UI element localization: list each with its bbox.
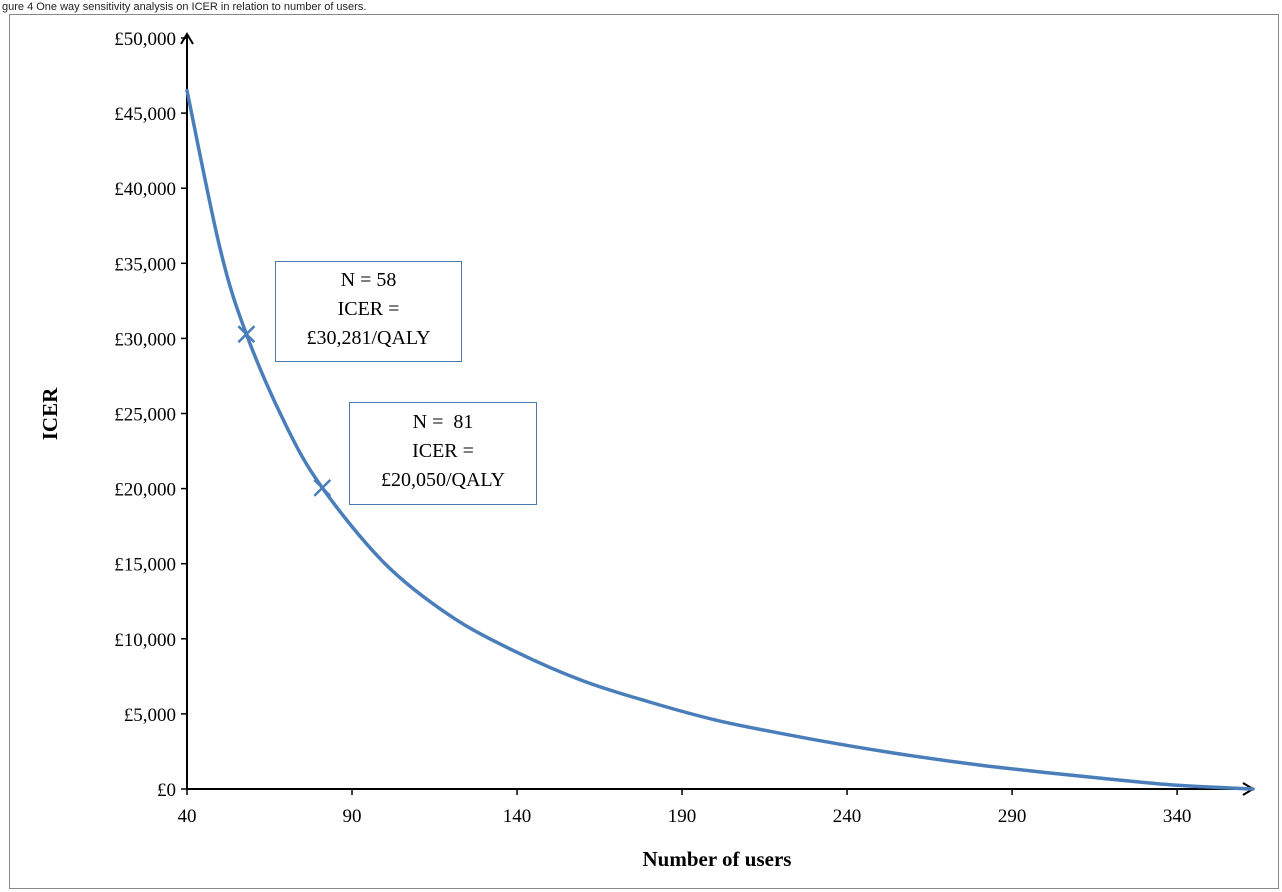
annotation-line: £30,281/QALY — [306, 327, 431, 349]
y-tick-label: £30,000 — [114, 329, 176, 350]
x-axis-ticks: 40 90 140 190 240 290 340 — [178, 789, 1192, 827]
markers-group — [237, 325, 332, 497]
annotation-box-n58: N = 58 ICER = £30,281/QALY — [275, 261, 462, 362]
marker-stroke — [313, 478, 332, 497]
icer-series-line — [185, 88, 1255, 791]
annotation-line: N = 81 — [412, 411, 474, 433]
figure-caption: gure 4 One way sensitivity analysis on I… — [2, 1, 367, 13]
y-tick-label: £45,000 — [114, 104, 176, 125]
y-axis-arrow — [180, 32, 194, 45]
y-tick-label: £15,000 — [114, 555, 176, 576]
series-group — [185, 88, 1255, 791]
y-tick-label: £50,000 — [114, 29, 176, 50]
x-axis-title: Number of users — [643, 847, 792, 871]
chart-frame — [9, 14, 1279, 889]
x-tick-label: 340 — [1163, 806, 1192, 827]
y-axis-ticks: £0 £5,000 £10,000 £15,000 £20,000 £25,000 £30,… — [114, 29, 187, 801]
annotation-line: N = 58 — [340, 269, 397, 291]
data-point-marker — [237, 325, 256, 344]
x-tick-label: 40 — [178, 806, 197, 827]
annotation-box-n81: N = 81 ICER = £20,050/QALY — [349, 402, 537, 505]
y-tick-label: £25,000 — [114, 405, 176, 426]
axes — [180, 32, 1255, 796]
y-tick-label: £40,000 — [114, 179, 176, 200]
x-tick-label: 240 — [833, 806, 862, 827]
annotation-line: ICER = — [412, 440, 474, 462]
y-tick-label: £5,000 — [124, 705, 176, 726]
annotation-line: ICER = — [337, 298, 400, 320]
x-tick-label: 190 — [668, 806, 697, 827]
x-tick-label: 290 — [998, 806, 1027, 827]
y-tick-label: £10,000 — [114, 630, 176, 651]
data-point-marker — [313, 478, 332, 497]
annotation-line: £20,050/QALY — [380, 469, 506, 491]
x-tick-label: 90 — [343, 806, 362, 827]
x-tick-label: 140 — [503, 806, 532, 827]
marker-stroke — [237, 325, 256, 344]
y-tick-label: £20,000 — [114, 480, 176, 501]
y-tick-label: £35,000 — [114, 254, 176, 275]
y-tick-label: £0 — [157, 780, 176, 801]
y-axis-title: ICER — [38, 387, 62, 440]
